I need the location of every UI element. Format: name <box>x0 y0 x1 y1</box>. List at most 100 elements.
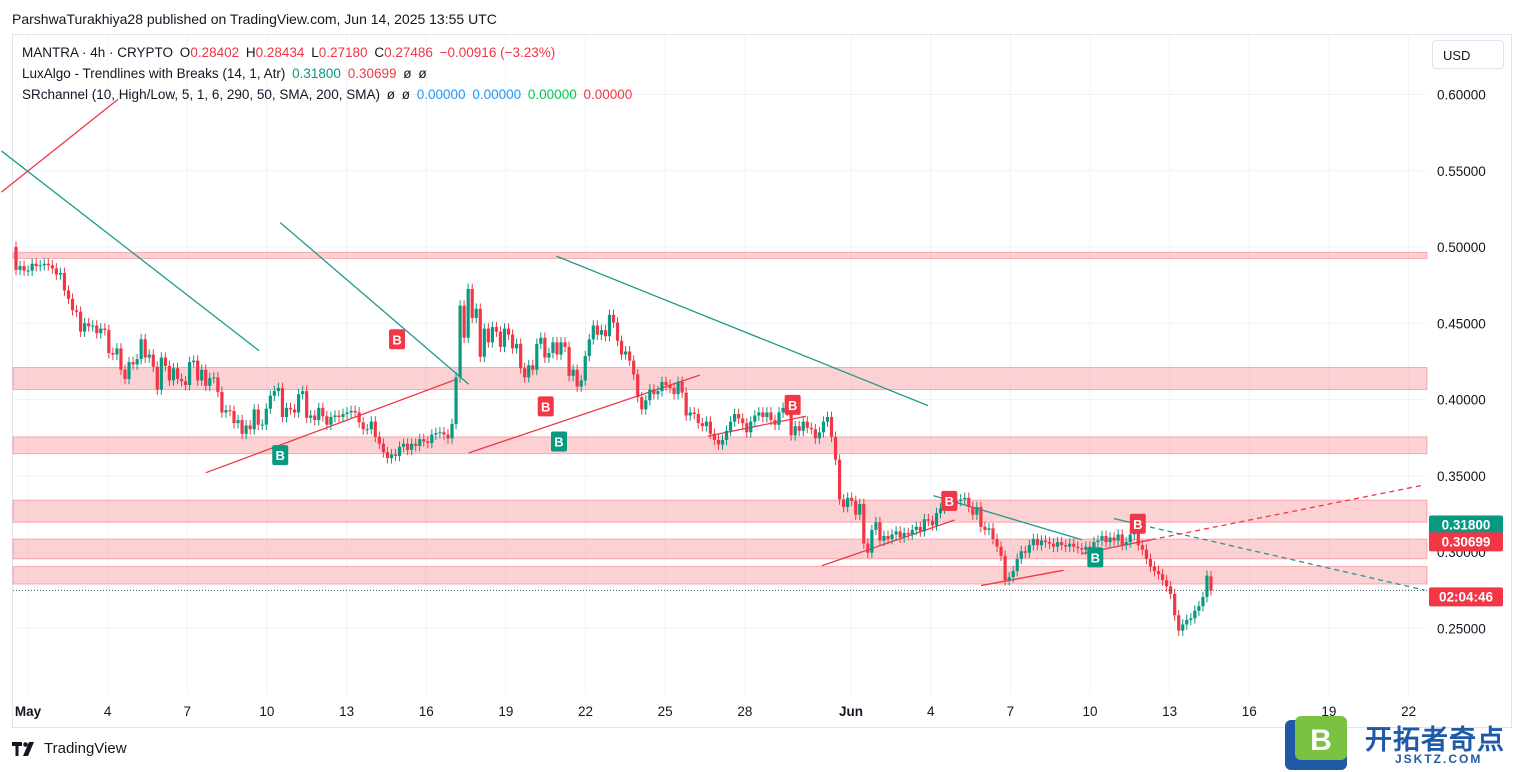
indicator-srchannel-name[interactable]: SRchannel (10, High/Low, 5, 1, 6, 290, 5… <box>22 87 380 102</box>
candle-body <box>930 520 935 526</box>
candle <box>975 501 979 520</box>
candle <box>58 267 63 280</box>
y-tick-label: 0.35000 <box>1437 469 1486 484</box>
candle-body <box>535 343 539 370</box>
signal-marker-label: B <box>788 398 797 413</box>
watermark-sub: JSKTZ.COM <box>1395 752 1483 766</box>
candle <box>543 332 547 363</box>
candle <box>272 385 276 402</box>
grid-lines <box>13 35 1427 694</box>
candle <box>664 376 668 391</box>
candle <box>401 438 406 453</box>
candle <box>769 407 773 426</box>
candle <box>216 372 220 398</box>
candle <box>688 407 692 421</box>
candle-body <box>58 272 63 275</box>
price-label-box <box>1429 515 1503 535</box>
candle-body <box>1181 624 1185 631</box>
candle-body <box>527 365 531 378</box>
candle-body <box>490 327 494 343</box>
indicator-luxalgo-empty-2: ø <box>418 66 427 81</box>
candle-body <box>345 412 349 414</box>
x-tick-label: 28 <box>737 704 752 719</box>
candle <box>1011 565 1015 583</box>
candle-body <box>716 439 721 445</box>
candle-body <box>111 352 115 355</box>
candle <box>523 362 527 383</box>
candle-body <box>1051 543 1056 547</box>
candle-body <box>1128 534 1132 543</box>
candle <box>579 375 583 392</box>
candle-body <box>313 415 317 421</box>
candle-body <box>531 365 535 370</box>
candle <box>1039 535 1044 551</box>
candle <box>244 420 248 440</box>
candle <box>309 410 313 424</box>
candle-body <box>938 508 943 514</box>
candle-body <box>1019 551 1023 559</box>
candle <box>910 524 914 540</box>
candle <box>850 492 854 507</box>
candle-body <box>579 380 583 387</box>
candle-body <box>922 519 926 532</box>
candle <box>288 402 293 415</box>
trendline <box>981 569 1064 587</box>
candle-body <box>1140 545 1144 550</box>
candle <box>551 336 555 359</box>
candle-body <box>1092 542 1096 550</box>
legend-indicator-luxalgo[interactable]: LuxAlgo - Trendlines with Breaks (14, 1,… <box>22 66 430 81</box>
candle-body <box>644 400 648 410</box>
candle-body <box>83 323 87 332</box>
tradingview-logo-icon <box>12 741 34 756</box>
tradingview-logo[interactable]: TradingView <box>12 740 127 757</box>
candle <box>979 501 983 533</box>
candle-body <box>1156 571 1161 575</box>
candle-body <box>478 308 482 357</box>
candle-body <box>1120 534 1124 546</box>
watermark-text: 开拓者奇点 <box>1365 725 1505 756</box>
indicator-luxalgo-name[interactable]: LuxAlgo - Trendlines with Breaks (14, 1,… <box>22 66 286 81</box>
currency-selector[interactable]: USD <box>1432 40 1504 69</box>
legend-ohlc-row[interactable]: MANTRA · 4h · CRYPTO O0.28402 H0.28434 L… <box>22 45 558 60</box>
candle <box>611 309 616 328</box>
candle-body <box>1193 610 1197 619</box>
candle-body <box>1003 555 1007 581</box>
candle-body <box>115 348 119 355</box>
candle <box>882 530 886 546</box>
candle-body <box>825 417 830 422</box>
candle <box>636 369 640 403</box>
candle <box>603 324 608 342</box>
open-value: 0.28402 <box>190 45 240 60</box>
candle <box>773 414 777 430</box>
candle <box>54 263 58 280</box>
candle <box>14 241 18 276</box>
candle <box>361 417 365 435</box>
candle <box>139 333 143 365</box>
symbol-title[interactable]: MANTRA · 4h · CRYPTO <box>22 45 174 60</box>
candle-body <box>850 497 854 501</box>
candle-body <box>50 265 54 269</box>
candle <box>111 347 115 360</box>
candle <box>95 320 99 339</box>
candle-body <box>1039 540 1044 546</box>
candle <box>724 425 729 446</box>
candle-body <box>708 421 712 434</box>
trendline <box>1 150 260 352</box>
legend-indicator-srchannel[interactable]: SRchannel (10, High/Low, 5, 1, 6, 290, 5… <box>22 87 635 102</box>
signal-marker-box <box>1087 547 1104 568</box>
candle-body <box>353 410 357 413</box>
candle-body <box>801 421 805 431</box>
candle-body <box>220 391 224 413</box>
candle-body <box>914 526 918 530</box>
candle <box>559 336 563 360</box>
candle <box>842 494 846 513</box>
signal-marker-box <box>537 396 554 417</box>
candle <box>858 498 862 520</box>
candle-body <box>288 407 293 410</box>
y-tick-label: 0.50000 <box>1437 240 1486 255</box>
candle <box>1152 561 1157 577</box>
candle <box>171 362 176 386</box>
candle-body <box>712 433 717 440</box>
